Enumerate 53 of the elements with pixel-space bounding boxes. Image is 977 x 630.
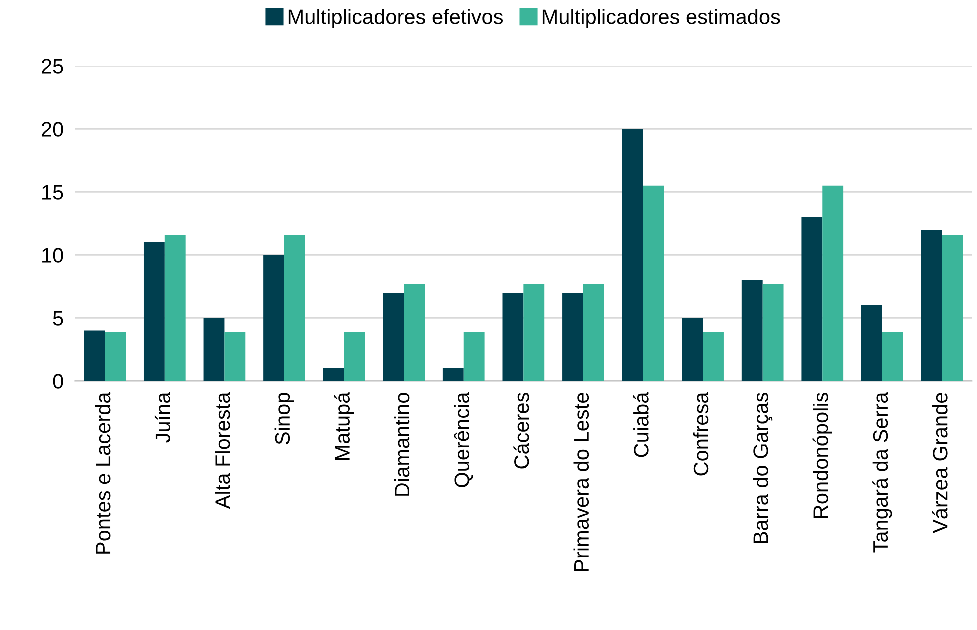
legend-label: Multiplicadores estimados — [542, 9, 780, 28]
bar — [921, 230, 942, 382]
bar — [822, 186, 844, 382]
bar — [882, 332, 904, 382]
x-tick-label: Alta Floresta — [215, 392, 230, 510]
x-tick-label: Matupá — [334, 392, 354, 460]
bar — [862, 306, 882, 382]
bar — [404, 284, 426, 382]
bar — [84, 330, 106, 382]
bar — [264, 255, 284, 382]
bar — [105, 332, 126, 382]
x-tick-label: Diamantino — [394, 393, 410, 496]
bar — [802, 217, 823, 382]
bar — [524, 284, 545, 382]
y-tick-label: 0 — [53, 374, 64, 389]
bar — [224, 332, 246, 382]
bar — [562, 292, 584, 382]
legend-label: Multiplicadores efetivos — [288, 9, 504, 28]
bar — [323, 368, 344, 382]
bar — [703, 332, 724, 382]
bar — [164, 234, 186, 382]
bar — [643, 186, 664, 382]
y-tick-label: 5 — [53, 311, 64, 326]
x-tick-label: Cáceres — [514, 393, 530, 469]
bar — [464, 332, 485, 382]
bar — [442, 368, 464, 382]
bar — [762, 284, 784, 382]
x-tick-label: Pontes e Lacerda — [95, 392, 111, 554]
bar — [942, 234, 964, 382]
bar — [583, 284, 604, 382]
bar — [204, 318, 225, 382]
bar — [383, 292, 404, 382]
y-tick-label: 20 — [42, 122, 64, 137]
bar — [344, 332, 366, 382]
y-tick-label: 15 — [42, 185, 64, 200]
x-tick-label: Barra do Garças — [753, 393, 773, 544]
x-tick-label: Várzea Grande — [932, 393, 948, 534]
bar — [742, 280, 763, 382]
bar — [284, 234, 306, 382]
y-tick-label: 10 — [42, 248, 64, 263]
bar — [622, 129, 644, 382]
x-tick-label: Tangará da Serra — [872, 392, 892, 553]
x-tick-label: Primavera do Leste — [574, 393, 590, 572]
x-tick-label: Cuiabá — [633, 392, 649, 458]
x-tick-label: Confresa — [693, 392, 709, 476]
x-tick-label: Sinop — [274, 393, 294, 445]
y-tick-label: 25 — [42, 59, 64, 74]
bar — [144, 242, 165, 382]
x-tick-label: Querência — [454, 392, 474, 488]
bar — [682, 318, 704, 382]
x-tick-label: Juína — [154, 392, 171, 443]
bar — [502, 292, 524, 382]
x-tick-label: Rondonópolis — [812, 393, 832, 518]
